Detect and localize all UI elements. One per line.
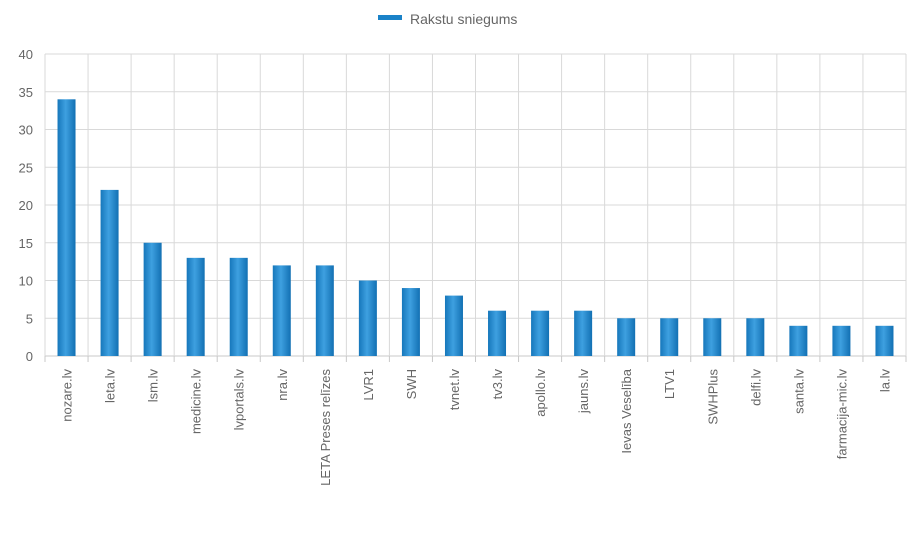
- x-tick-label: Ievas Veselība: [619, 368, 634, 453]
- y-tick-label: 30: [19, 123, 33, 138]
- x-tick-label: tvnet.lv: [447, 369, 462, 411]
- bar[interactable]: [875, 325, 894, 356]
- x-tick-label: santa.lv: [791, 369, 806, 414]
- bar[interactable]: [272, 265, 291, 356]
- bar[interactable]: [186, 257, 205, 356]
- x-tick-label: nra.lv: [275, 369, 290, 401]
- legend-swatch: [378, 15, 402, 20]
- x-tick-label: nozare.lv: [60, 369, 75, 422]
- bar[interactable]: [143, 242, 162, 356]
- y-tick-label: 40: [19, 47, 33, 62]
- y-tick-label: 35: [19, 85, 33, 100]
- x-tick-label: medicine.lv: [189, 369, 204, 435]
- bar[interactable]: [789, 325, 808, 356]
- x-tick-label: leta.lv: [103, 369, 118, 403]
- y-tick-label: 5: [26, 311, 33, 326]
- bar[interactable]: [100, 189, 119, 356]
- y-tick-label: 10: [19, 274, 33, 289]
- x-tick-label: lvportals.lv: [232, 369, 247, 431]
- grid-lines: [44, 53, 907, 357]
- bar[interactable]: [488, 310, 507, 356]
- x-tick-label: tv3.lv: [490, 369, 505, 400]
- bars: [57, 99, 894, 357]
- bar[interactable]: [660, 318, 679, 356]
- x-tick-label: SWH: [404, 369, 419, 399]
- bar[interactable]: [401, 288, 420, 356]
- bar[interactable]: [444, 295, 463, 356]
- x-tick-label: apollo.lv: [533, 369, 548, 417]
- bar[interactable]: [531, 310, 550, 356]
- y-tick-label: 0: [26, 349, 33, 364]
- y-tick-label: 15: [19, 236, 33, 251]
- legend-label: Rakstu sniegums: [410, 11, 517, 27]
- bar[interactable]: [57, 99, 76, 357]
- chart-legend[interactable]: Rakstu sniegums: [378, 11, 517, 27]
- x-tick-label: jauns.lv: [576, 369, 591, 415]
- bar[interactable]: [229, 257, 248, 356]
- x-axis: nozare.lv leta.lv lsm.lv medicine.lv lvporta…: [44, 356, 907, 486]
- y-tick-label: 25: [19, 160, 33, 175]
- x-tick-label: LETA Preses relīzes: [318, 369, 333, 486]
- bar[interactable]: [617, 318, 636, 356]
- x-tick-label: lsm.lv: [146, 369, 161, 403]
- x-tick-label: LVR1: [361, 369, 376, 401]
- bar[interactable]: [358, 280, 377, 357]
- y-tick-label: 20: [19, 198, 33, 213]
- y-axis: 0 5 10 15 20 25 30 35 40: [19, 47, 33, 364]
- x-tick-label: LTV1: [662, 369, 677, 399]
- bar[interactable]: [574, 310, 593, 356]
- bar[interactable]: [746, 318, 765, 356]
- x-tick-label: la.lv: [877, 369, 892, 393]
- x-tick-label: farmacija-mic.lv: [834, 369, 849, 460]
- bar[interactable]: [703, 318, 722, 356]
- bar[interactable]: [315, 265, 334, 356]
- x-tick-label: SWHPlus: [705, 369, 720, 425]
- x-tick-label: delfi.lv: [748, 369, 763, 406]
- bar[interactable]: [832, 325, 851, 356]
